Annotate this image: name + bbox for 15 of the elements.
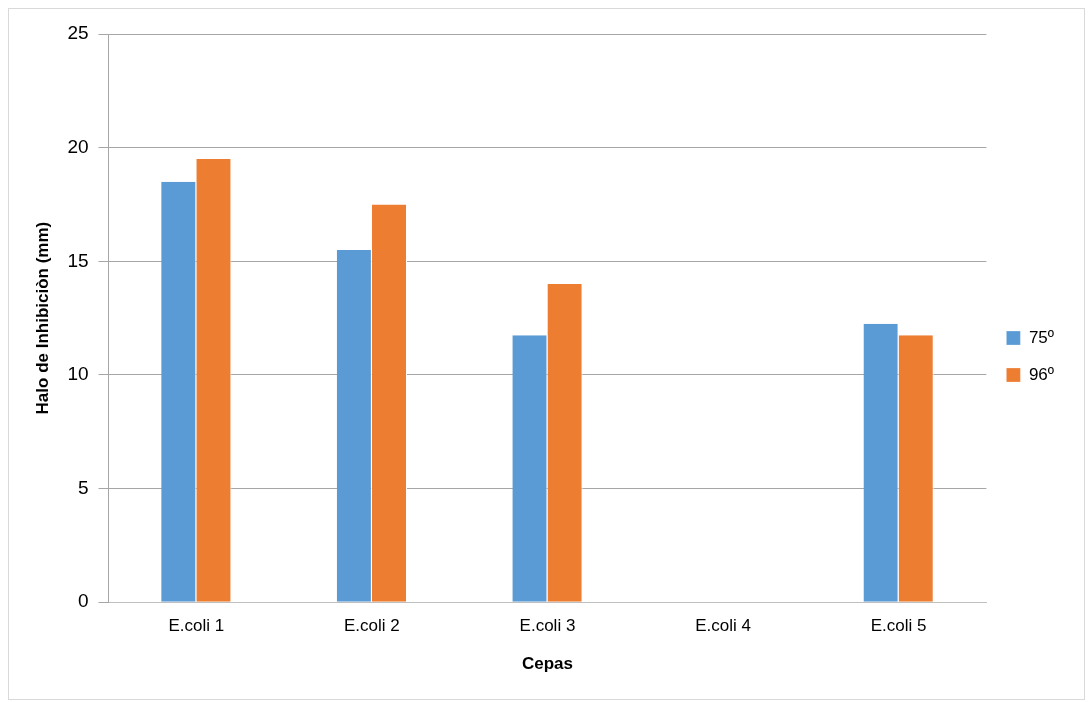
y-tick-label: 10 — [67, 363, 89, 385]
legend-label: 96º — [1028, 364, 1055, 384]
y-tick-label: 20 — [67, 135, 89, 157]
y-tick-label: 0 — [77, 590, 89, 612]
x-tick-label: E.coli 5 — [870, 616, 927, 636]
y-tick-label: 5 — [77, 476, 89, 498]
y-axis-title: Halo de Inhibiciòn (mm) — [32, 221, 52, 415]
legend-label: 75º — [1028, 327, 1055, 347]
x-tick-label: E.coli 2 — [344, 616, 400, 636]
x-tick-label: E.coli 4 — [695, 616, 751, 636]
x-axis-title: Cepas — [521, 654, 573, 674]
x-tick-label: E.coli 3 — [519, 616, 576, 636]
x-tick-label: E.coli 1 — [168, 616, 225, 636]
y-tick-label: 25 — [67, 22, 89, 44]
y-tick-label: 15 — [67, 249, 89, 271]
